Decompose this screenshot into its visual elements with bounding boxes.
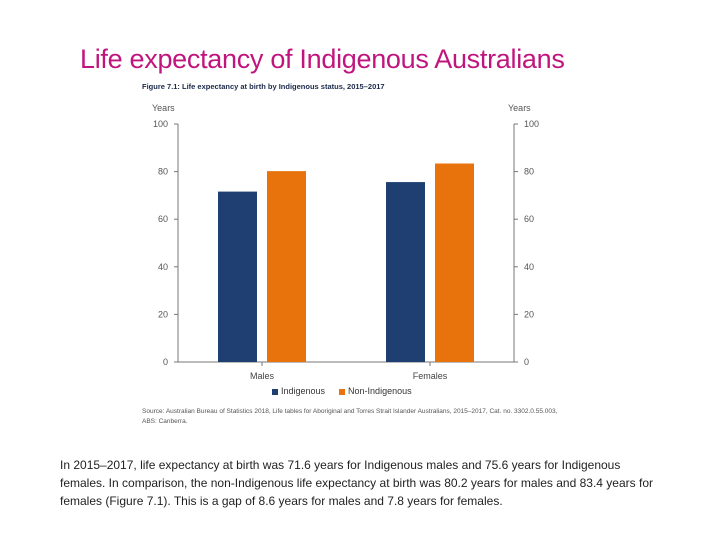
bar-indigenous-females	[386, 182, 425, 362]
legend-swatch-non-indigenous	[339, 388, 346, 395]
right-tick-label: 20	[524, 309, 534, 319]
legend-swatch-indigenous	[272, 388, 278, 395]
left-tick-label: 40	[158, 262, 168, 272]
chart-legend: Indigenous Non-Indigenous	[272, 386, 412, 396]
legend-item-indigenous: Indigenous	[272, 386, 325, 396]
bar-non-indigenous-males	[267, 171, 306, 362]
left-tick-label: 80	[158, 167, 168, 177]
left-tick-label: 20	[158, 309, 168, 319]
chart-ticks: 0 0 20 20 40 40 60 60 80 80 100 100 Males Females	[153, 119, 539, 381]
bar-chart: 0 0 20 20 40 40 60 60 80 80 100 100 Males Females	[153, 119, 539, 381]
bar-indigenous-males	[218, 191, 257, 362]
left-tick-label: 60	[158, 214, 168, 224]
slide-title: Life expectancy of Indigenous Australian…	[80, 44, 565, 74]
figure-source: Source: Australian Bureau of Statistics …	[142, 408, 558, 425]
right-axis-unit: Years	[508, 103, 531, 113]
body-paragraph: In 2015–2017, life expectancy at birth w…	[60, 458, 653, 508]
left-axis-unit: Years	[152, 103, 175, 113]
bar-non-indigenous-females	[435, 163, 474, 362]
figure-title: Figure 7.1: Life expectancy at birth by …	[142, 82, 385, 91]
left-tick-label: 100	[153, 119, 168, 129]
x-tick-label: Males	[250, 371, 275, 381]
legend-item-non-indigenous: Non-Indigenous	[339, 386, 412, 396]
right-tick-label: 80	[524, 167, 534, 177]
right-tick-label: 0	[524, 357, 529, 367]
left-tick-label: 0	[163, 357, 168, 367]
right-tick-label: 40	[524, 262, 534, 272]
legend-label-non-indigenous: Non-Indigenous	[348, 386, 412, 396]
right-tick-label: 60	[524, 214, 534, 224]
legend-label-indigenous: Indigenous	[281, 386, 326, 396]
right-tick-label: 100	[524, 119, 539, 129]
chart-bars	[218, 163, 474, 362]
x-tick-label: Females	[413, 371, 448, 381]
